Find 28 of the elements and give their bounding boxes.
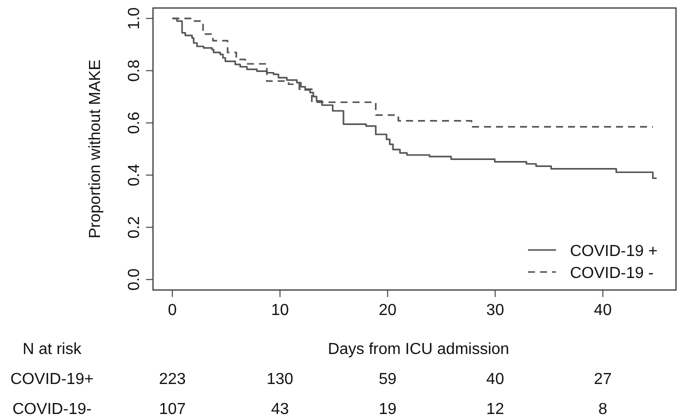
text: 130	[266, 371, 294, 388]
y-tick-label: 0.4	[126, 164, 143, 186]
text: COVID-19+	[10, 371, 94, 388]
text: 19	[378, 401, 397, 417]
x-tick-label: 10	[271, 302, 289, 319]
text: 12	[486, 401, 504, 417]
x-tick-label: 40	[594, 302, 612, 319]
y-tick-label: 0.8	[126, 59, 143, 82]
text: 59	[378, 371, 397, 388]
x-axis-title: Days from ICU admission	[328, 341, 510, 358]
y-axis-title: Proportion without MAKE	[87, 60, 104, 238]
text: 27	[594, 371, 612, 388]
legend-label: COVID-19 +	[570, 243, 658, 260]
y-tick-label: 1.0	[126, 7, 143, 30]
y-tick-label: 0.6	[126, 112, 143, 134]
x-tick-label: 20	[378, 302, 397, 319]
text: 43	[271, 401, 289, 417]
text: 107	[159, 401, 186, 417]
text: 40	[486, 371, 504, 388]
text: COVID-19-	[12, 401, 92, 417]
x-tick-label: 30	[486, 302, 504, 319]
y-tick-label: 0.2	[126, 216, 143, 238]
text: N at risk	[22, 341, 82, 358]
text: 223	[159, 371, 186, 388]
legend-label: COVID-19 -	[570, 265, 654, 282]
x-tick-label: 0	[168, 302, 177, 319]
y-tick-label: 0.0	[126, 268, 143, 291]
text: 8	[598, 401, 608, 417]
